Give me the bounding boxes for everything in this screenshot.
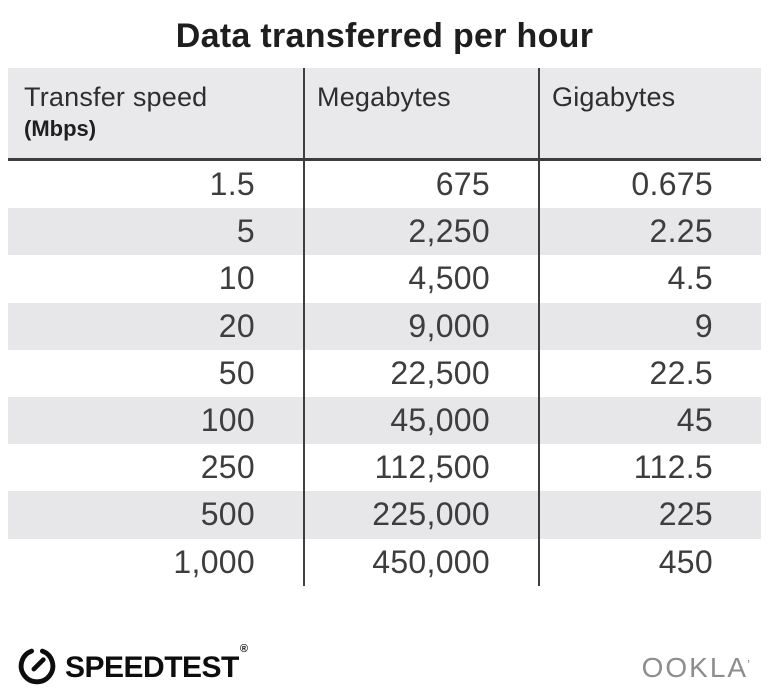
registered-trademark-symbol: ® <box>239 643 248 655</box>
cell-speed: 250 <box>200 449 255 486</box>
speedtest-logo: SPEEDTEST® <box>18 643 248 690</box>
data-table: Transfer speed (Mbps) Megabytes Gigabyte… <box>8 68 761 586</box>
cell-speed: 1,000 <box>173 543 255 580</box>
cell-megabytes: 22,500 <box>303 349 538 397</box>
cell-speed: 10 <box>218 260 255 297</box>
cell-megabytes: 112,500 <box>303 444 538 492</box>
header-gigabytes-label: Gigabytes <box>552 82 676 112</box>
table-row: 5 2,250 2.25 <box>8 208 761 256</box>
speedtest-wordmark: SPEEDTEST® <box>65 643 248 684</box>
table-row: 20 9,000 9 <box>8 302 761 350</box>
speedtest-gauge-icon <box>18 647 56 690</box>
page-title: Data transferred per hour <box>175 17 594 55</box>
cell-megabytes: 45,000 <box>303 396 538 445</box>
table-body: 1.5 675 0.675 5 2,250 2.25 10 4,500 4.5 … <box>8 161 761 586</box>
table-row: 10 4,500 4.5 <box>8 255 761 303</box>
table-header-row: Transfer speed (Mbps) Megabytes Gigabyte… <box>8 68 761 161</box>
cell-gigabytes: 0.675 <box>538 161 761 209</box>
cell-speed: 100 <box>200 402 255 439</box>
cell-speed: 20 <box>218 307 255 344</box>
table-row: 1,000 450,000 450 <box>8 538 761 586</box>
header-transfer-speed-unit: (Mbps) <box>24 116 97 141</box>
cell-megabytes: 2,250 <box>303 208 538 256</box>
cell-gigabytes: 225 <box>538 491 761 539</box>
footer: SPEEDTEST® OOKLA’ <box>18 643 753 690</box>
cell-speed: 50 <box>218 354 255 391</box>
ookla-logo: OOKLA’ <box>642 654 753 682</box>
header-gigabytes: Gigabytes <box>538 68 761 158</box>
header-megabytes: Megabytes <box>303 68 538 158</box>
cell-gigabytes: 112.5 <box>538 444 761 492</box>
cell-speed: 5 <box>236 213 255 250</box>
cell-gigabytes: 9 <box>538 302 761 350</box>
trademark-tick: ’ <box>747 657 752 672</box>
table-row: 500 225,000 225 <box>8 491 761 539</box>
cell-gigabytes: 450 <box>538 538 761 586</box>
cell-megabytes: 450,000 <box>303 538 538 586</box>
cell-gigabytes: 45 <box>538 396 761 445</box>
ookla-wordmark: OOKLA <box>641 652 749 683</box>
cell-gigabytes: 4.5 <box>538 255 761 303</box>
header-transfer-speed-label: Transfer speed <box>24 82 208 112</box>
cell-gigabytes: 22.5 <box>538 349 761 397</box>
table-row: 50 22,500 22.5 <box>8 349 761 397</box>
header-transfer-speed: Transfer speed (Mbps) <box>8 68 303 158</box>
cell-gigabytes: 2.25 <box>538 208 761 256</box>
table-row: 250 112,500 112.5 <box>8 444 761 492</box>
cell-speed: 1.5 <box>209 166 255 203</box>
table-row: 100 45,000 45 <box>8 396 761 445</box>
cell-megabytes: 9,000 <box>303 302 538 350</box>
cell-megabytes: 675 <box>303 161 538 209</box>
cell-speed: 500 <box>200 496 255 533</box>
cell-megabytes: 4,500 <box>303 255 538 303</box>
header-megabytes-label: Megabytes <box>317 82 451 112</box>
table-row: 1.5 675 0.675 <box>8 161 761 209</box>
cell-megabytes: 225,000 <box>303 491 538 539</box>
